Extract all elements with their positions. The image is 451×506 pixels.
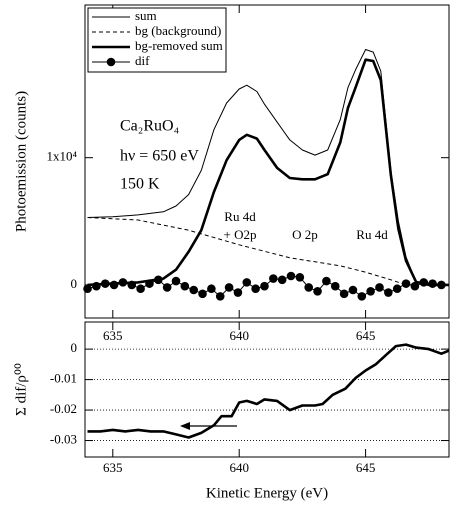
dif-point (162, 283, 172, 292)
dif-point (366, 286, 375, 296)
x-tick-label: 640 (229, 460, 249, 475)
plot-frame (84, 321, 450, 458)
legend-label: bg-removed sum (135, 38, 223, 53)
dif-point (180, 281, 190, 291)
x-tick-label: 640 (229, 328, 249, 343)
series-line (87, 58, 449, 287)
dif-point (419, 278, 429, 287)
dif-point (269, 274, 278, 283)
dif-point (136, 284, 145, 294)
legend-label: bg (background) (135, 23, 221, 38)
y-tick-label: 0 (71, 276, 78, 291)
dif-point (304, 283, 314, 292)
dif-point (145, 279, 154, 288)
y-tick-label: -0.03 (50, 432, 77, 447)
x-tick-label: 635 (103, 460, 123, 475)
y-tick-label: -0.01 (50, 371, 77, 386)
dif-point (215, 292, 225, 301)
dif-point (154, 275, 163, 285)
series-line (87, 49, 449, 286)
dif-point (277, 275, 287, 285)
dif-point (322, 276, 331, 286)
dif-point (330, 281, 340, 291)
dif-point (437, 280, 446, 290)
legend-marker (106, 57, 116, 67)
dif-point (92, 281, 101, 291)
dif-point (251, 284, 260, 294)
dif-point (207, 284, 216, 294)
annotation: Ru 4d (224, 209, 256, 224)
dif-point (198, 289, 207, 299)
series-line (87, 343, 450, 439)
dif-point (286, 271, 296, 281)
dif-point (295, 272, 305, 282)
annotation: + O2p (224, 227, 257, 242)
dif-point (401, 279, 411, 288)
annotation: Ca₂RuO₄ (120, 118, 180, 135)
dif-point (339, 289, 349, 299)
dif-point (357, 292, 367, 301)
dif-point (242, 278, 252, 287)
y-tick-label: 1x10⁴ (46, 149, 77, 164)
dif-point (313, 286, 322, 296)
x-axis-label: Kinetic Energy (eV) (206, 485, 328, 501)
annotation: 150 K (120, 176, 160, 193)
dif-point (100, 279, 110, 288)
legend-label: sum (135, 8, 157, 23)
dif-point (189, 285, 198, 295)
dif-point (260, 281, 269, 291)
dif-point (428, 279, 437, 288)
annotation: hν = 650 eV (120, 148, 199, 165)
dif-point (171, 276, 181, 286)
dif-point (410, 281, 420, 291)
dif-point (127, 280, 137, 290)
dif-point (392, 284, 402, 294)
y-axis-label: Photoemission (counts) (13, 91, 29, 232)
annotation: Ru 4d (356, 227, 388, 242)
dif-point (224, 283, 234, 292)
annotation: O 2p (292, 227, 318, 242)
dif-point (375, 283, 384, 292)
y-tick-label: -0.02 (50, 401, 77, 416)
x-tick-label: 645 (356, 328, 376, 343)
dif-point (233, 288, 243, 297)
dif-point (118, 278, 128, 287)
y-axis-label: Σ dif/ρ⁰⁰ (13, 363, 29, 416)
legend-box (87, 7, 227, 73)
dif-point (384, 288, 393, 297)
x-tick-label: 635 (103, 328, 123, 343)
y-tick-label: 0 (71, 340, 78, 355)
plot-frame (84, 4, 450, 319)
legend-label: dif (135, 53, 150, 68)
dif-point (83, 284, 92, 294)
x-tick-label: 645 (356, 460, 376, 475)
dif-point (109, 280, 119, 290)
dif-point (348, 285, 358, 295)
series-line (87, 217, 449, 286)
arrow-head (180, 422, 190, 430)
